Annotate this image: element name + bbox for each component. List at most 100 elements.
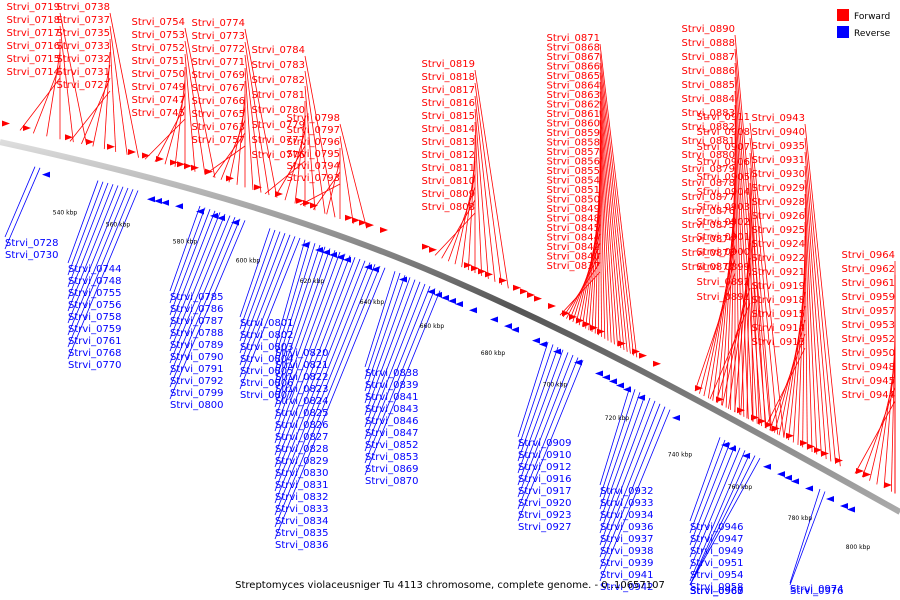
gene-label[interactable]: Strvi_0960 bbox=[690, 586, 744, 597]
gene-label[interactable]: Strvi_0843 bbox=[365, 404, 419, 415]
gene-label[interactable]: Strvi_0872 bbox=[681, 262, 735, 273]
gene-label[interactable]: Strvi_0886 bbox=[681, 66, 735, 77]
gene-label[interactable]: Strvi_0908 bbox=[696, 127, 750, 138]
gene-label[interactable]: Strvi_0802 bbox=[240, 330, 294, 341]
gene-label[interactable]: Strvi_0884 bbox=[681, 94, 735, 105]
gene-label[interactable]: Strvi_0757 bbox=[191, 135, 245, 146]
gene-label[interactable]: Strvi_0931 bbox=[751, 155, 805, 166]
gene-label[interactable]: Strvi_0837 bbox=[546, 261, 600, 272]
gene-label[interactable]: Strvi_0732 bbox=[56, 54, 110, 65]
gene-label[interactable]: Strvi_0890 bbox=[681, 24, 735, 35]
gene-label[interactable]: Strvi_0904 bbox=[696, 187, 750, 198]
gene-label[interactable]: Strvi_0756 bbox=[68, 300, 122, 311]
gene-label[interactable]: Strvi_0903 bbox=[696, 202, 750, 213]
gene-label[interactable]: Strvi_0918 bbox=[751, 295, 805, 306]
gene-label[interactable]: Strvi_0836 bbox=[275, 540, 329, 551]
gene-label[interactable]: Strvi_0848 bbox=[546, 214, 600, 225]
gene-label[interactable]: Strvi_0817 bbox=[421, 85, 475, 96]
gene-label[interactable]: Strvi_0745 bbox=[131, 108, 185, 119]
gene-label[interactable]: Strvi_0824 bbox=[275, 396, 329, 407]
gene-label[interactable]: Strvi_0792 bbox=[170, 376, 224, 387]
gene-label[interactable]: Strvi_0874 bbox=[681, 234, 735, 245]
gene-label[interactable]: Strvi_0717 bbox=[6, 28, 60, 39]
gene-label[interactable]: Strvi_0930 bbox=[751, 169, 805, 180]
gene-label[interactable]: Strvi_0868 bbox=[546, 43, 600, 54]
gene-label[interactable]: Strvi_0909 bbox=[518, 438, 572, 449]
gene-label[interactable]: Strvi_0796 bbox=[286, 137, 340, 148]
gene-label[interactable]: Strvi_0901 bbox=[696, 232, 750, 243]
gene-label[interactable]: Strvi_0920 bbox=[518, 498, 572, 509]
gene-label[interactable]: Strvi_0954 bbox=[690, 570, 744, 581]
gene-label[interactable]: Strvi_0912 bbox=[518, 462, 572, 473]
gene-label[interactable]: Strvi_0959 bbox=[841, 292, 895, 303]
gene-label[interactable]: Strvi_0834 bbox=[275, 516, 329, 527]
gene-label[interactable]: Strvi_0929 bbox=[751, 183, 805, 194]
gene-label[interactable]: Strvi_0794 bbox=[286, 161, 340, 172]
gene-label[interactable]: Strvi_0790 bbox=[170, 352, 224, 363]
gene-label[interactable]: Strvi_0937 bbox=[600, 534, 654, 545]
gene-label[interactable]: Strvi_0738 bbox=[56, 2, 110, 13]
gene-label[interactable]: Strvi_0744 bbox=[68, 264, 122, 275]
gene-label[interactable]: Strvi_0821 bbox=[275, 360, 329, 371]
gene-label[interactable]: Strvi_0749 bbox=[131, 82, 185, 93]
gene-label[interactable]: Strvi_0865 bbox=[546, 71, 600, 82]
gene-label[interactable]: Strvi_0860 bbox=[546, 119, 600, 130]
gene-label[interactable]: Strvi_0866 bbox=[546, 62, 600, 73]
gene-label[interactable]: Strvi_0819 bbox=[421, 59, 475, 70]
gene-label[interactable]: Strvi_0925 bbox=[751, 225, 805, 236]
gene-label[interactable]: Strvi_0830 bbox=[275, 468, 329, 479]
gene-label[interactable]: Strvi_0862 bbox=[546, 100, 600, 111]
gene-label[interactable]: Strvi_0773 bbox=[191, 31, 245, 42]
gene-label[interactable]: Strvi_0840 bbox=[546, 252, 600, 263]
gene-label[interactable]: Strvi_0947 bbox=[690, 534, 744, 545]
gene-label[interactable]: Strvi_0932 bbox=[600, 486, 654, 497]
gene-label[interactable]: Strvi_0800 bbox=[170, 400, 224, 411]
gene-label[interactable]: Strvi_0850 bbox=[546, 195, 600, 206]
gene-label[interactable]: Strvi_0961 bbox=[841, 278, 895, 289]
gene-label[interactable]: Strvi_0885 bbox=[681, 80, 735, 91]
gene-label[interactable]: Strvi_0916 bbox=[518, 474, 572, 485]
gene-label[interactable]: Strvi_0951 bbox=[690, 558, 744, 569]
gene-label[interactable]: Strvi_0957 bbox=[841, 306, 895, 317]
gene-label[interactable]: Strvi_0948 bbox=[841, 362, 895, 373]
gene-label[interactable]: Strvi_0946 bbox=[690, 522, 744, 533]
gene-label[interactable]: Strvi_0733 bbox=[56, 41, 110, 52]
gene-label[interactable]: Strvi_0735 bbox=[56, 28, 110, 39]
gene-label[interactable]: Strvi_0859 bbox=[546, 128, 600, 139]
gene-label[interactable]: Strvi_0875 bbox=[681, 220, 735, 231]
gene-label[interactable]: Strvi_0962 bbox=[841, 264, 895, 275]
gene-label[interactable]: Strvi_0853 bbox=[365, 452, 419, 463]
gene-label[interactable]: Strvi_0823 bbox=[275, 384, 329, 395]
gene-label[interactable]: Strvi_0829 bbox=[275, 456, 329, 467]
gene-label[interactable]: Strvi_0952 bbox=[841, 334, 895, 345]
gene-label[interactable]: Strvi_0849 bbox=[546, 204, 600, 215]
gene-label[interactable]: Strvi_0915 bbox=[751, 309, 805, 320]
gene-label[interactable]: Strvi_0945 bbox=[841, 376, 895, 387]
gene-label[interactable]: Strvi_0846 bbox=[365, 416, 419, 427]
gene-label[interactable]: Strvi_0867 bbox=[546, 52, 600, 63]
gene-label[interactable]: Strvi_0854 bbox=[546, 176, 600, 187]
gene-label[interactable]: Strvi_0842 bbox=[546, 242, 600, 253]
gene-label[interactable]: Strvi_0787 bbox=[170, 316, 224, 327]
gene-label[interactable]: Strvi_0933 bbox=[600, 498, 654, 509]
gene-label[interactable]: Strvi_0832 bbox=[275, 492, 329, 503]
gene-label[interactable]: Strvi_0780 bbox=[251, 105, 305, 116]
gene-label[interactable]: Strvi_0771 bbox=[191, 57, 245, 68]
gene-label[interactable]: Strvi_0799 bbox=[170, 388, 224, 399]
gene-label[interactable]: Strvi_0906 bbox=[696, 157, 750, 168]
gene-label[interactable]: Strvi_0950 bbox=[841, 348, 895, 359]
gene-label[interactable]: Strvi_0784 bbox=[251, 45, 305, 56]
gene-label[interactable]: Strvi_0876 bbox=[681, 206, 735, 217]
gene-label[interactable]: Strvi_0776 bbox=[251, 150, 305, 161]
gene-label[interactable]: Strvi_0719 bbox=[6, 2, 60, 13]
gene-label[interactable]: Strvi_0805 bbox=[240, 366, 294, 377]
gene-label[interactable]: Strvi_0927 bbox=[518, 522, 572, 533]
gene-label[interactable]: Strvi_0777 bbox=[251, 135, 305, 146]
gene-label[interactable]: Strvi_0763 bbox=[191, 122, 245, 133]
gene-label[interactable]: Strvi_0730 bbox=[5, 250, 59, 261]
gene-label[interactable]: Strvi_0902 bbox=[696, 217, 750, 228]
gene-label[interactable]: Strvi_0826 bbox=[275, 420, 329, 431]
gene-label[interactable]: Strvi_0841 bbox=[365, 392, 419, 403]
gene-label[interactable]: Strvi_0715 bbox=[6, 54, 60, 65]
